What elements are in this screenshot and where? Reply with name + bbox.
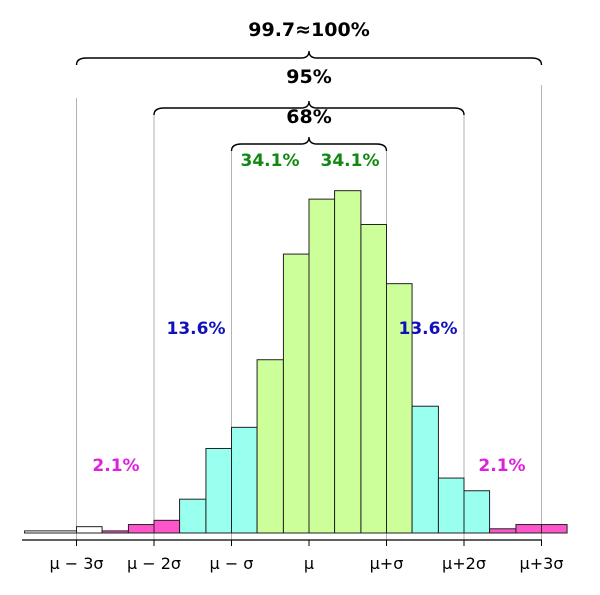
interval-brace	[153, 100, 465, 116]
x-tick-label: μ+σ	[370, 554, 404, 573]
percent-labels: 34.1% 34.1% 13.6% 13.6% 2.1% 2.1%	[92, 151, 525, 476]
x-axis-ticks: μ − 3σ μ − 2σ μ − σ μ μ+σ μ+2σ μ+3σ	[49, 540, 563, 573]
percent-label: 13.6%	[167, 319, 226, 339]
x-tick-label: μ	[304, 554, 314, 573]
histogram-bar	[489, 528, 517, 534]
histogram-bar	[153, 519, 181, 534]
histogram-bar	[179, 498, 207, 534]
histogram-bar	[334, 190, 362, 534]
histogram-bar	[76, 526, 103, 534]
histogram-bar	[437, 477, 465, 534]
percent-label: 13.6%	[399, 319, 458, 339]
x-tick-label: μ+3σ	[520, 554, 564, 573]
histogram-bar	[24, 530, 77, 534]
x-tick-label: μ+2σ	[442, 554, 486, 573]
interval-braces: 99.7≈100% 95% 68%	[75, 19, 543, 152]
percent-label: 2.1%	[478, 456, 525, 476]
histogram-bar	[360, 223, 387, 534]
brace-label: 99.7≈100%	[248, 19, 370, 41]
percent-label: 34.1%	[321, 151, 380, 171]
percent-label: 2.1%	[92, 456, 139, 476]
histogram-bar	[463, 490, 491, 534]
histogram-bar	[231, 426, 258, 534]
x-tick-label: μ − 3σ	[49, 554, 103, 573]
percent-label: 34.1%	[241, 151, 300, 171]
histogram-bar	[127, 524, 155, 534]
histogram-bar	[205, 447, 233, 534]
sigma-guides	[76, 85, 542, 540]
histogram-bar	[541, 524, 568, 534]
histogram-bar	[101, 530, 129, 534]
histogram-bar	[308, 198, 336, 534]
interval-brace	[230, 136, 388, 152]
x-tick-label: μ − σ	[210, 554, 254, 573]
histogram-bar	[515, 524, 542, 534]
histogram-bar	[411, 405, 439, 534]
histogram-bar	[386, 283, 413, 534]
histogram-bars	[24, 190, 568, 534]
x-tick-label: μ − 2σ	[127, 554, 181, 573]
interval-brace	[75, 50, 543, 66]
histogram-bar	[282, 253, 310, 534]
histogram-bar	[256, 359, 284, 534]
brace-label: 95%	[286, 66, 331, 88]
brace-label: 68%	[286, 106, 331, 128]
